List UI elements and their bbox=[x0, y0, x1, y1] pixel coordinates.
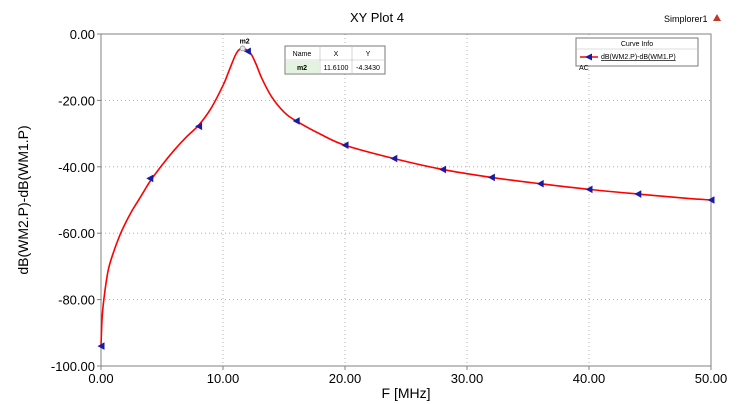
chart-title: XY Plot 4 bbox=[350, 10, 404, 25]
series-marker bbox=[585, 185, 593, 194]
marker-name-cell bbox=[286, 61, 319, 73]
marker-table-cell-x: 11.6100 bbox=[324, 65, 349, 72]
x-tick-label: 10.00 bbox=[207, 371, 240, 386]
x-axis-ticks: 0.00 10.00 20.00 30.00 40.00 50.00 bbox=[88, 366, 727, 386]
series-marker bbox=[390, 154, 398, 163]
marker-table-header-name: Name bbox=[293, 51, 312, 58]
triangle-icon[interactable] bbox=[713, 14, 721, 21]
legend-box bbox=[575, 37, 699, 67]
marker-table-header-y: Y bbox=[366, 51, 371, 58]
series-markers bbox=[97, 47, 715, 350]
series-marker bbox=[341, 141, 349, 150]
y-tick-label: -80.00 bbox=[58, 293, 95, 308]
series-marker bbox=[243, 47, 251, 56]
y-tick-label: -40.00 bbox=[58, 160, 95, 175]
x-tick-label: 20.00 bbox=[329, 371, 362, 386]
series-marker bbox=[439, 165, 447, 174]
x-tick-label: 50.00 bbox=[695, 371, 728, 386]
y-tick-label: -20.00 bbox=[58, 93, 95, 108]
marker-table-cell-y: -4.3430 bbox=[356, 65, 380, 72]
series-line bbox=[100, 47, 712, 347]
series-marker bbox=[707, 196, 715, 204]
source-label: Simplorer1 bbox=[664, 14, 708, 24]
x-tick-label: 40.00 bbox=[573, 371, 606, 386]
grid-lines bbox=[101, 34, 711, 366]
y-axis-label: dB(WM2.P)-dB(WM1.P) bbox=[15, 125, 31, 274]
legend-swatch-marker bbox=[585, 53, 592, 61]
y-tick-label: -60.00 bbox=[58, 226, 95, 241]
series-marker bbox=[634, 190, 642, 198]
legend-entry[interactable]: dB(WM2.P)-dB(WM1.P) bbox=[601, 54, 676, 61]
x-tick-label: 30.00 bbox=[451, 371, 484, 386]
peak-marker-dot[interactable] bbox=[239, 45, 246, 52]
marker-table-cell-name: m2 bbox=[297, 65, 307, 72]
series-marker bbox=[536, 179, 544, 188]
y-tick-label: -100.00 bbox=[51, 359, 95, 374]
legend-header: Curve Info bbox=[621, 41, 653, 48]
series-marker bbox=[146, 174, 154, 183]
series-marker bbox=[487, 173, 495, 182]
peak-marker-label: m2 bbox=[240, 38, 250, 45]
series-marker bbox=[195, 122, 203, 131]
x-axis-label: F [MHz] bbox=[382, 385, 431, 401]
series-marker bbox=[97, 342, 105, 350]
y-axis-ticks: 0.00 -20.00 -40.00 -60.00 -80.00 -100.00 bbox=[51, 27, 101, 374]
y-tick-label: 0.00 bbox=[70, 27, 95, 42]
series-marker bbox=[292, 117, 300, 125]
x-tick-label: 0.00 bbox=[88, 371, 113, 386]
peak-marker[interactable]: m2 bbox=[239, 38, 250, 52]
legend[interactable]: Curve Info dB(WM2.P)-dB(WM1.P) AC bbox=[575, 37, 699, 72]
marker-table-header-x: X bbox=[334, 51, 339, 58]
legend-sub: AC bbox=[579, 65, 589, 72]
plot-area bbox=[100, 33, 712, 367]
marker-table[interactable]: Name X Y m2 11.6100 -4.3430 bbox=[284, 45, 386, 75]
